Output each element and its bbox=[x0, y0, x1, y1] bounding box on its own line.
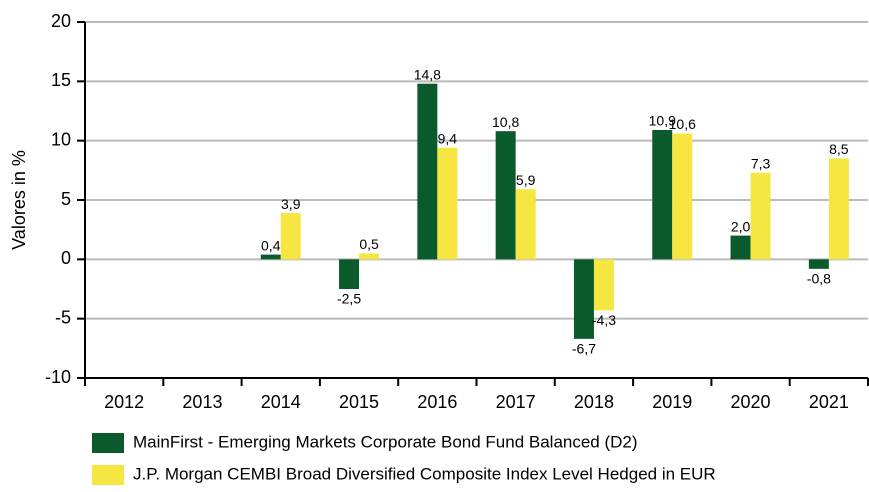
x-tick-label: 2021 bbox=[809, 392, 849, 412]
bar bbox=[495, 131, 516, 260]
x-tick-label: 2015 bbox=[339, 392, 379, 412]
y-tick-label: 5 bbox=[61, 189, 71, 209]
data-label: -0,8 bbox=[807, 271, 831, 287]
data-label: 10,8 bbox=[492, 114, 519, 130]
data-label: 0,4 bbox=[261, 237, 281, 253]
data-label: -2,5 bbox=[337, 291, 361, 307]
bar bbox=[260, 254, 281, 260]
data-label: 5,9 bbox=[516, 172, 536, 188]
x-tick-label: 2017 bbox=[496, 392, 536, 412]
bar bbox=[437, 147, 458, 260]
bar bbox=[573, 259, 594, 339]
y-tick-label: 10 bbox=[51, 129, 71, 149]
legend-swatch bbox=[92, 433, 124, 453]
data-label: -4,3 bbox=[592, 312, 616, 328]
bar bbox=[515, 189, 536, 260]
x-tick-label: 2012 bbox=[104, 392, 144, 412]
bar bbox=[280, 213, 301, 260]
bar bbox=[359, 253, 380, 260]
legend-swatch bbox=[92, 465, 124, 485]
y-axis-label: Valores in % bbox=[9, 150, 29, 250]
y-tick-label: -5 bbox=[55, 307, 71, 327]
x-tick-label: 2019 bbox=[652, 392, 692, 412]
data-label: 9,4 bbox=[438, 130, 458, 146]
x-tick-label: 2020 bbox=[731, 392, 771, 412]
legend-label: MainFirst - Emerging Markets Corporate B… bbox=[133, 432, 638, 451]
bar bbox=[828, 158, 849, 260]
bar bbox=[672, 133, 693, 260]
x-tick-label: 2018 bbox=[574, 392, 614, 412]
bar bbox=[730, 235, 751, 260]
data-label: 10,9 bbox=[649, 113, 676, 129]
bar bbox=[339, 259, 360, 289]
y-tick-label: 15 bbox=[51, 70, 71, 90]
bar bbox=[808, 259, 829, 269]
data-label: 3,9 bbox=[281, 196, 301, 212]
y-tick-label: -10 bbox=[45, 367, 71, 387]
data-label: 8,5 bbox=[829, 141, 849, 157]
legend-label: J.P. Morgan CEMBI Broad Diversified Comp… bbox=[133, 464, 716, 483]
bar bbox=[417, 83, 438, 260]
data-label: 2,0 bbox=[731, 218, 751, 234]
x-tick-label: 2014 bbox=[261, 392, 301, 412]
bar bbox=[593, 259, 614, 311]
y-tick-label: 0 bbox=[61, 248, 71, 268]
data-label: 10,6 bbox=[669, 116, 696, 132]
data-label: 0,5 bbox=[359, 236, 379, 252]
x-tick-label: 2013 bbox=[182, 392, 222, 412]
x-tick-label: 2016 bbox=[417, 392, 457, 412]
data-label: -6,7 bbox=[572, 341, 596, 357]
bar bbox=[750, 172, 771, 260]
data-label: 14,8 bbox=[414, 66, 441, 82]
y-tick-label: 20 bbox=[51, 11, 71, 31]
data-label: 7,3 bbox=[751, 155, 771, 171]
bar bbox=[652, 129, 673, 260]
